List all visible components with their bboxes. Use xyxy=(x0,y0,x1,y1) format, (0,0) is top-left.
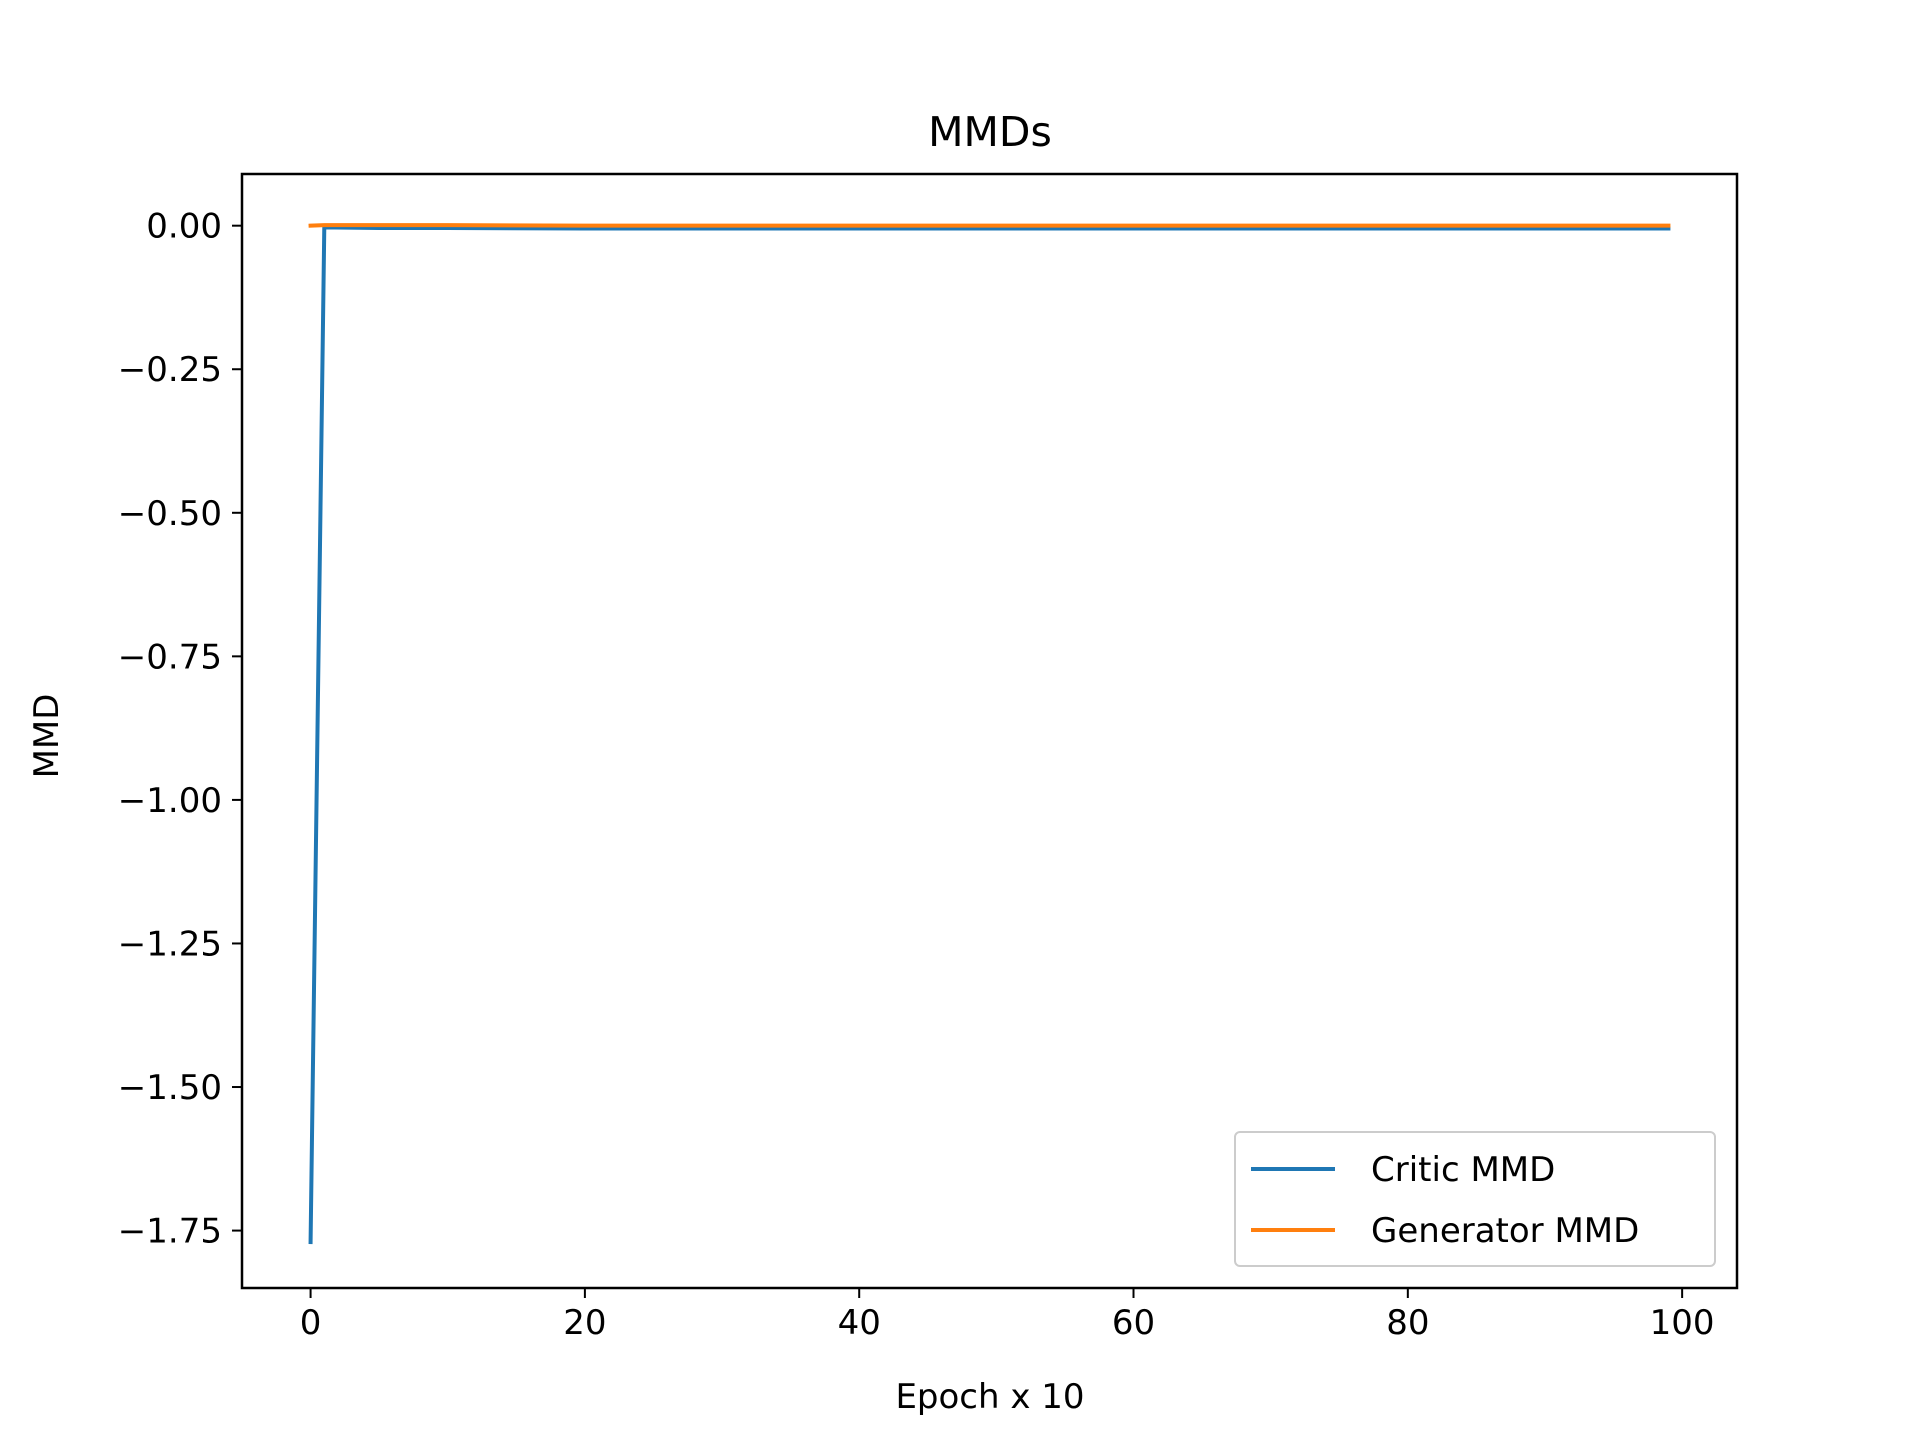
y-tick-label: −0.25 xyxy=(118,350,222,390)
x-axis-title: Epoch x 10 xyxy=(895,1377,1084,1417)
x-tick-label: 100 xyxy=(1650,1303,1715,1343)
legend-label: Generator MMD xyxy=(1371,1211,1639,1251)
x-tick-label: 80 xyxy=(1386,1303,1429,1343)
x-tick-label: 0 xyxy=(300,1303,322,1343)
y-tick-label: −1.25 xyxy=(118,924,222,964)
legend-label: Critic MMD xyxy=(1371,1150,1555,1190)
series-layer xyxy=(308,223,1671,1245)
y-tick-label: −0.75 xyxy=(118,637,222,677)
plot-frame xyxy=(240,172,1739,1290)
x-tick-label: 60 xyxy=(1112,1303,1155,1343)
y-axis-title: MMD xyxy=(27,694,67,779)
legend-box xyxy=(1234,1131,1716,1267)
y-tick-label: −1.75 xyxy=(118,1212,222,1252)
y-axis: 0.00 −0.25 −0.50 −0.75 −1.00 −1.25 −1.50 −1.75 xyxy=(118,207,242,1252)
y-tick-label: 0.00 xyxy=(146,207,222,247)
x-tick-label: 40 xyxy=(838,1303,881,1343)
chart-title: MMDs xyxy=(928,108,1052,156)
legend: Critic MMD Generator MMD xyxy=(1234,1131,1716,1267)
x-tick-label: 20 xyxy=(563,1303,606,1343)
x-axis: 0 20 40 60 80 100 xyxy=(300,1288,1715,1343)
series-line-critic-mmd xyxy=(308,225,1671,1245)
y-tick-label: −1.50 xyxy=(118,1068,222,1108)
y-tick-label: −1.00 xyxy=(118,781,222,821)
y-tick-label: −0.50 xyxy=(118,494,222,534)
series-line-generator-mmd xyxy=(308,223,1671,228)
